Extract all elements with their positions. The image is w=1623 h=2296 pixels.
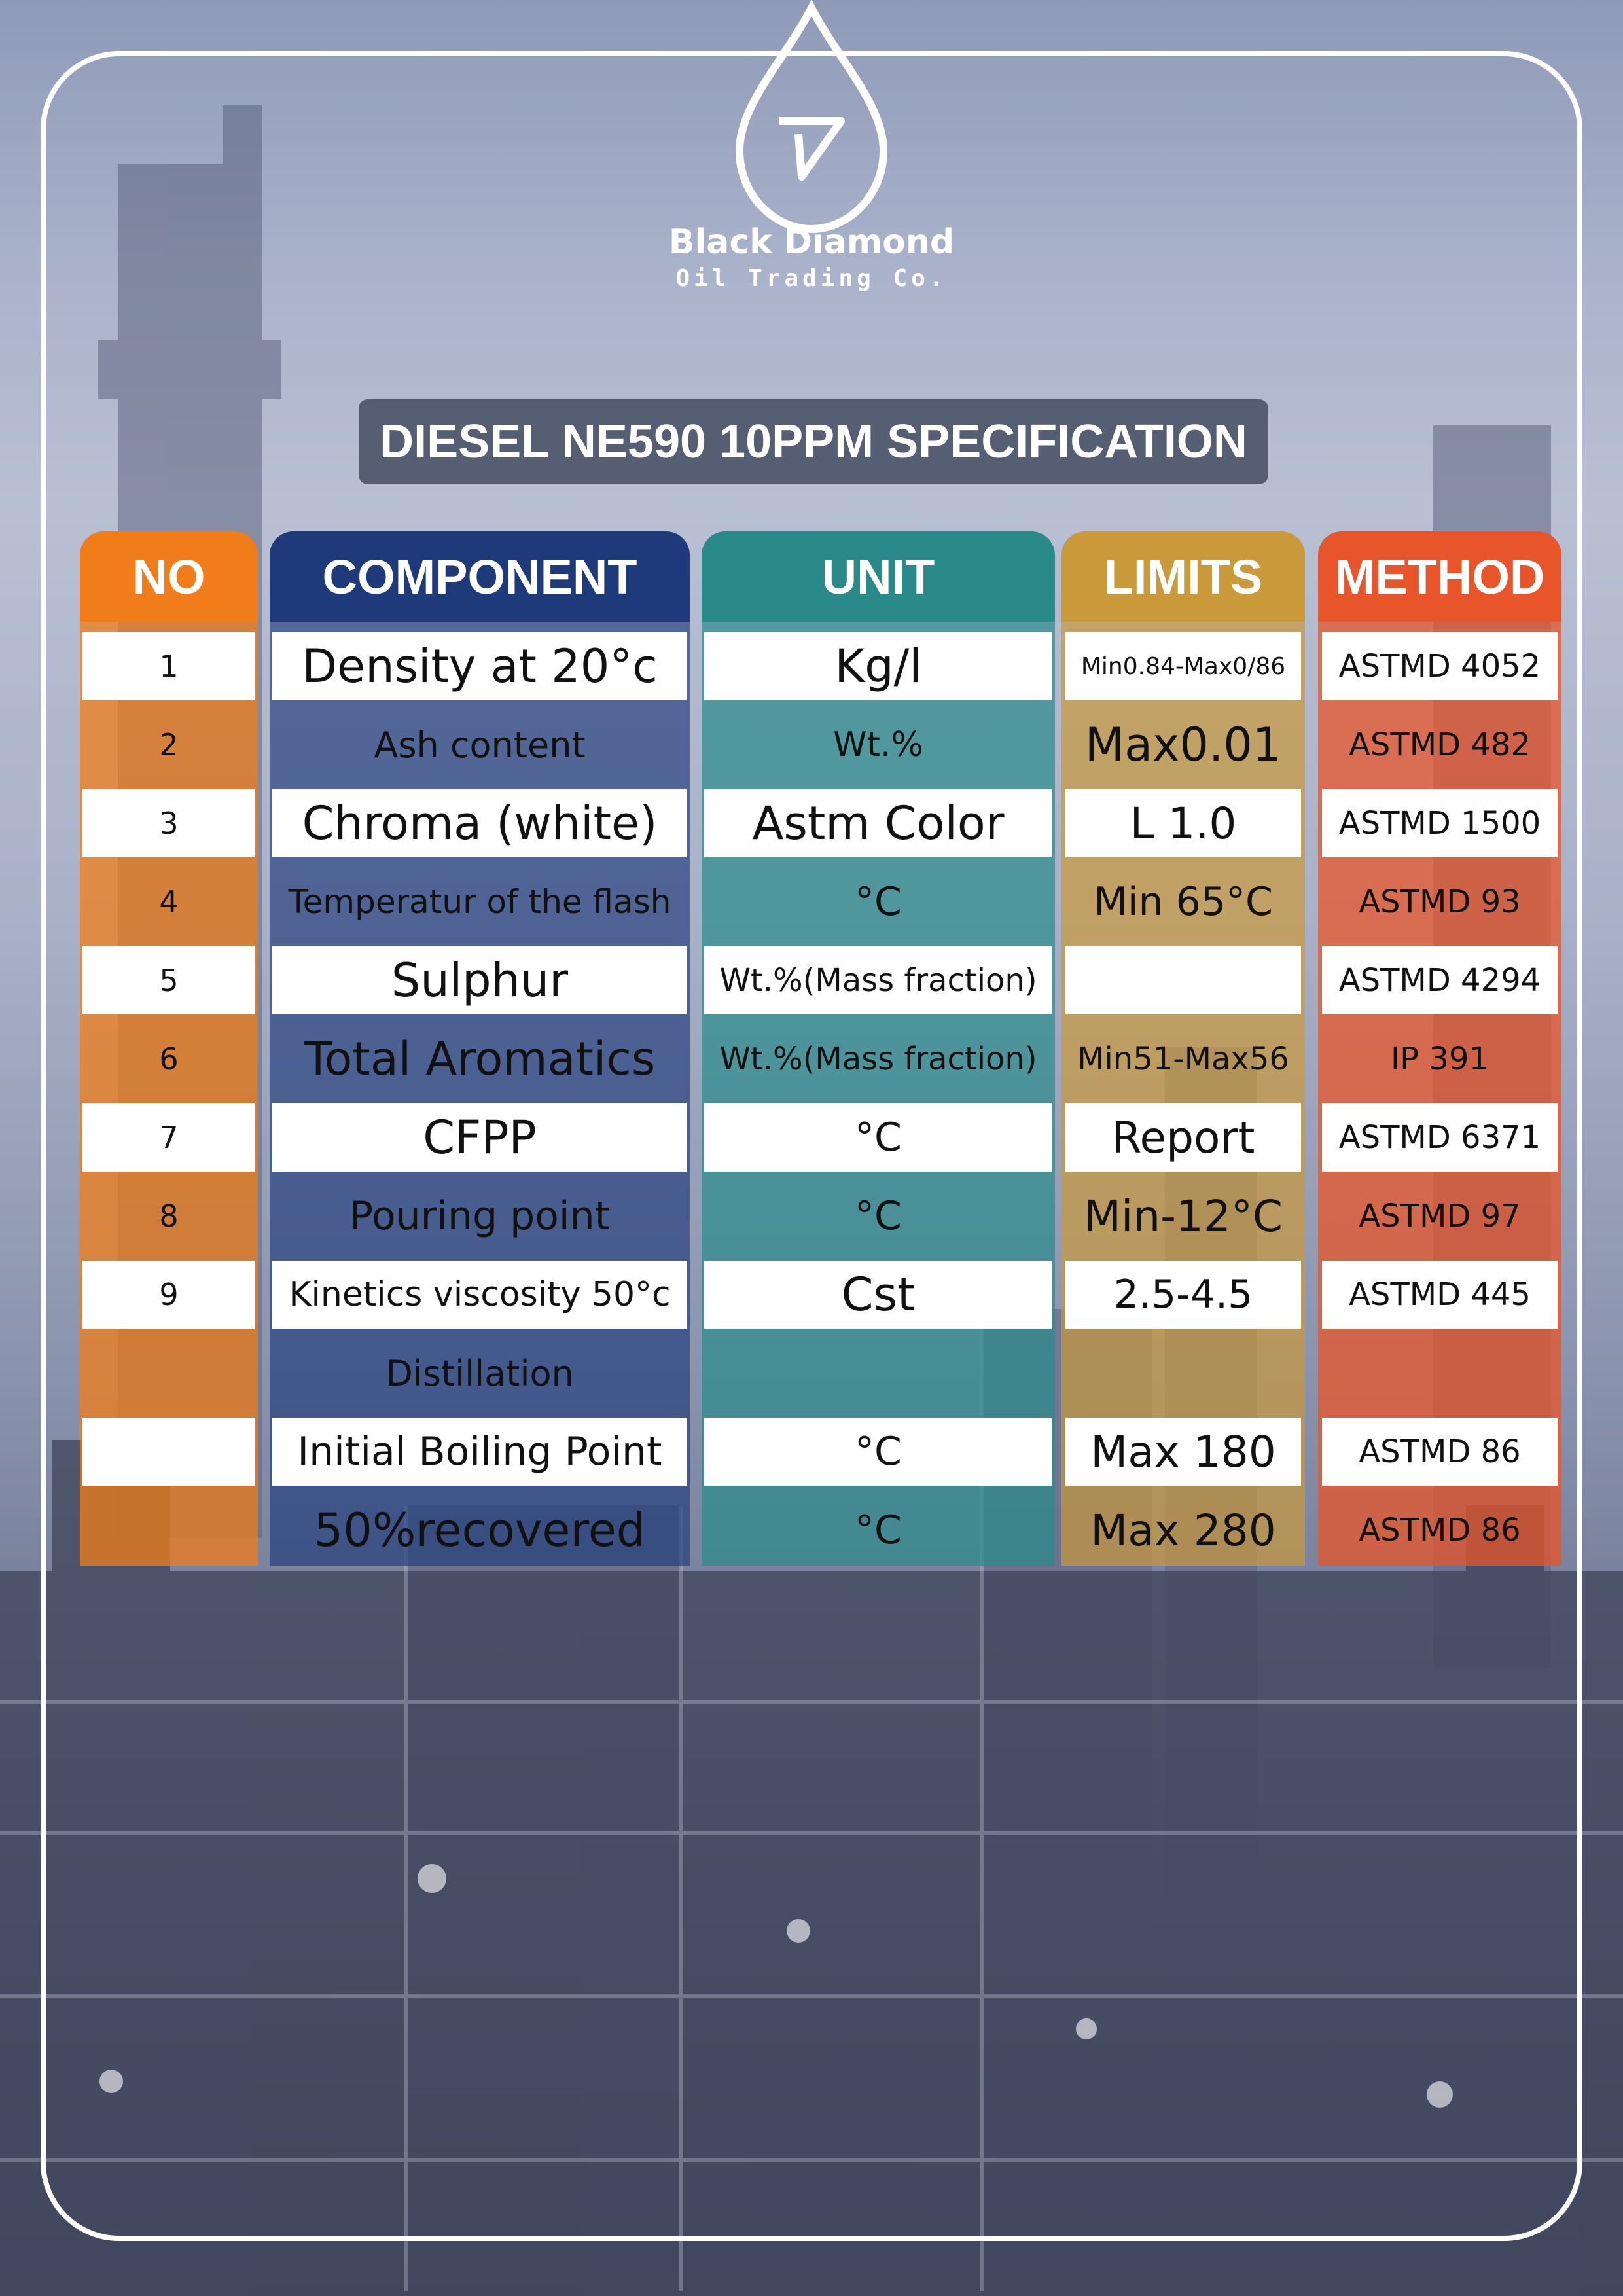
cell-unit: °C: [704, 1418, 1052, 1486]
cell-no: [82, 1339, 255, 1407]
cell-unit: Cst: [704, 1261, 1052, 1329]
cell-unit: °C: [855, 1193, 902, 1239]
cell-method: ASTMD 97: [1359, 1198, 1521, 1234]
cell-unit: °C: [855, 1507, 902, 1553]
cell-limits: Max 180: [1065, 1418, 1301, 1486]
cell-no: 4: [159, 884, 179, 920]
cell-unit: [704, 1339, 1052, 1407]
cell-unit: °C: [855, 879, 902, 925]
cell-limits: [1065, 1339, 1301, 1407]
cell-component: Temperatur of the flash: [288, 883, 671, 921]
cell-unit: °C: [704, 1103, 1052, 1172]
cell-component: Kinetics viscosity 50°c: [272, 1261, 687, 1329]
cell-unit: Astm Color: [704, 789, 1052, 857]
cell-component: Initial Boiling Point: [272, 1418, 687, 1486]
cell-component: Pouring point: [349, 1193, 611, 1239]
cell-limits: Report: [1065, 1103, 1301, 1172]
cell-no: 1: [82, 632, 255, 700]
column-unit: [702, 622, 1055, 1566]
cell-method: [1322, 1339, 1558, 1407]
column-no: [80, 622, 258, 1566]
cell-no: 3: [82, 789, 255, 857]
cell-no: 2: [159, 727, 179, 762]
cell-method: ASTMD 445: [1322, 1261, 1558, 1329]
cell-method: ASTMD 4294: [1322, 946, 1558, 1014]
cell-component: Ash content: [374, 724, 586, 766]
page-title: DIESEL NE590 10PPM SPECIFICATION: [359, 399, 1268, 484]
brand-name: Black Diamond: [668, 223, 955, 262]
brand-tagline: Oil Trading Co.: [675, 265, 948, 292]
cell-unit: Kg/l: [704, 632, 1052, 700]
cell-component: CFPP: [272, 1103, 687, 1172]
cell-component: Sulphur: [272, 946, 687, 1014]
cell-method: ASTMD 86: [1359, 1512, 1521, 1549]
cell-no: 7: [82, 1103, 255, 1172]
cell-no: [82, 1496, 255, 1564]
cell-no: 6: [159, 1041, 179, 1077]
cell-unit: Wt.%(Mass fraction): [704, 946, 1052, 1014]
header-unit: UNIT: [702, 531, 1055, 622]
cell-limits: Min51-Max56: [1077, 1041, 1289, 1077]
cell-unit: Wt.%(Mass fraction): [719, 1041, 1037, 1077]
cell-method: ASTMD 86: [1322, 1418, 1558, 1486]
cell-method: ASTMD 6371: [1322, 1103, 1558, 1172]
cell-limits: Min0.84-Max0/86: [1065, 632, 1301, 700]
cell-method: ASTMD 93: [1359, 884, 1521, 920]
header-method: METHOD: [1318, 531, 1561, 622]
cell-limits: L 1.0: [1065, 789, 1301, 857]
cell-limits: Max 280: [1090, 1505, 1276, 1556]
header-component: COMPONENT: [270, 531, 690, 622]
column-component: [270, 622, 690, 1566]
header-limits: LIMITS: [1061, 531, 1305, 622]
cell-component: Total Aromatics: [304, 1032, 656, 1086]
cell-limits: Min 65°C: [1094, 879, 1273, 925]
cell-no: 8: [159, 1198, 179, 1234]
cell-unit: Wt.%: [833, 725, 923, 764]
cell-method: ASTMD 482: [1349, 726, 1531, 763]
cell-limits: 2.5-4.5: [1065, 1261, 1301, 1329]
cell-method: ASTMD 4052: [1322, 632, 1558, 700]
cell-component: Chroma (white): [272, 789, 687, 857]
header-no: NO: [80, 531, 258, 622]
cell-method: IP 391: [1391, 1041, 1489, 1077]
cell-component: 50%recovered: [313, 1503, 646, 1557]
cell-component: Density at 20°c: [272, 632, 687, 700]
column-limits: [1061, 622, 1305, 1566]
black-diamond-drop-logo-icon: [735, 0, 888, 234]
cell-no: [82, 1418, 255, 1486]
column-method: [1318, 622, 1561, 1566]
cell-limits: [1065, 946, 1301, 1014]
cell-limits: Min-12°C: [1084, 1191, 1283, 1242]
cell-method: ASTMD 1500: [1322, 789, 1558, 857]
cell-no: 5: [82, 946, 255, 1014]
cell-limits: Max0.01: [1084, 718, 1282, 772]
white-frame: [41, 51, 1582, 2241]
cell-component: Distillation: [385, 1352, 574, 1394]
cell-no: 9: [82, 1261, 255, 1329]
